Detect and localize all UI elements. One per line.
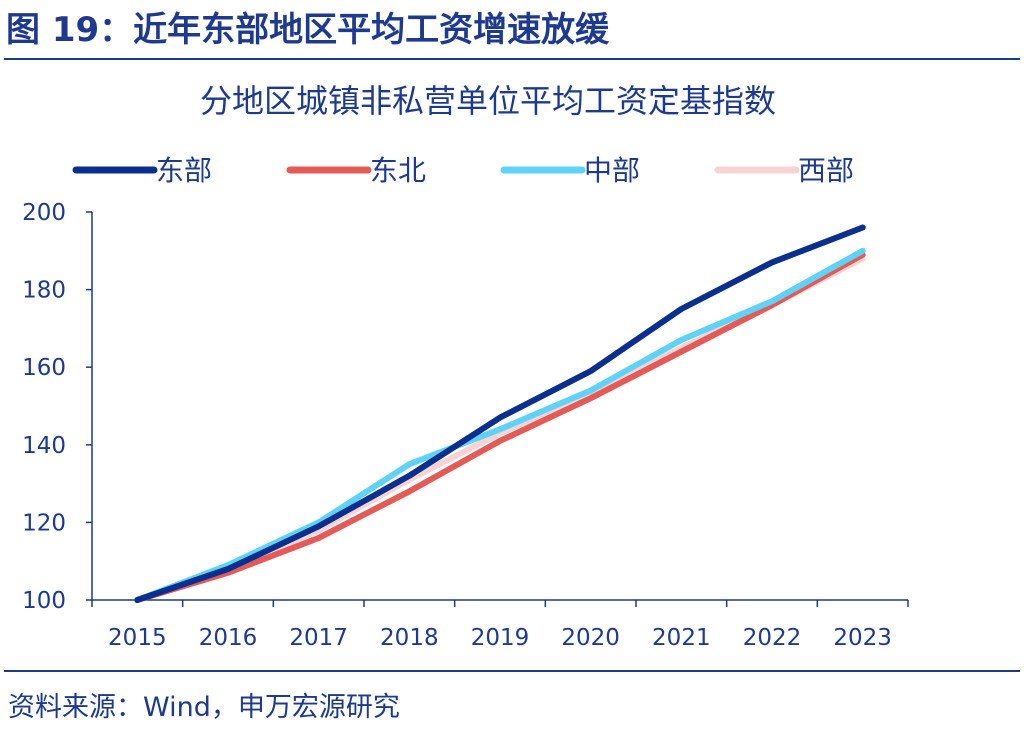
source-note: 资料来源：Wind，申万宏源研究	[8, 692, 400, 723]
x-tick-label: 2021	[652, 625, 711, 651]
y-tick-label: 120	[22, 510, 66, 536]
legend-label: 东部	[156, 154, 212, 187]
x-tick-label: 2022	[743, 625, 802, 651]
figure-title: 图 19：近年东部地区平均工资增速放缓	[6, 10, 610, 50]
y-tick-label: 200	[22, 200, 66, 226]
chart-series	[134, 224, 866, 603]
x-tick-label: 2019	[471, 625, 530, 651]
x-tick-label: 2016	[199, 625, 258, 651]
y-tick-label: 100	[22, 588, 66, 614]
legend-label: 中部	[584, 154, 640, 187]
x-tick-label: 2023	[833, 625, 892, 651]
x-tick-label: 2018	[380, 625, 439, 651]
x-tick-label: 2020	[561, 625, 620, 651]
series-line	[134, 224, 866, 603]
line-chart: 分地区城镇非私营单位平均工资定基指数 东部 东北 中部 西部 100 120 140 160…	[22, 82, 909, 651]
legend-label: 西部	[798, 154, 854, 187]
chart-legend: 东部 东北 中部 西部	[72, 154, 854, 187]
y-tick-label: 160	[22, 355, 66, 381]
y-tick-label: 180	[22, 278, 66, 304]
footer-divider	[4, 670, 1020, 672]
x-tick-label: 2015	[108, 625, 167, 651]
x-tick-label: 2017	[289, 625, 348, 651]
chart-axes: 100 120 140 160 180 200 2015 2016 2017 2018 2019 20…	[22, 200, 909, 651]
legend-label: 东北	[370, 154, 426, 187]
series-line	[134, 251, 866, 603]
title-divider	[4, 58, 1020, 60]
series-line	[134, 247, 866, 603]
chart-title: 分地区城镇非私营单位平均工资定基指数	[200, 82, 776, 120]
y-tick-label: 140	[22, 433, 66, 459]
